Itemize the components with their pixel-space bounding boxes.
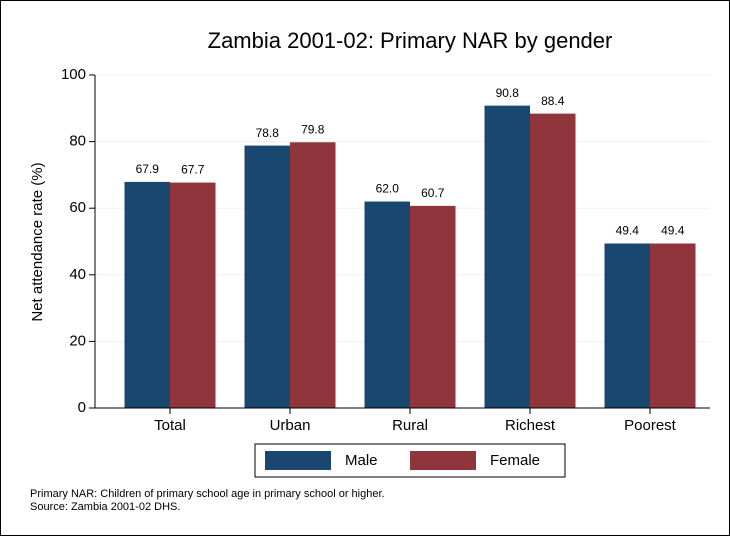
bar <box>410 205 456 408</box>
legend-swatch <box>410 451 476 470</box>
note: Primary NAR: Children of primary school … <box>30 488 385 500</box>
bar <box>290 142 336 409</box>
value-label: 90.8 <box>496 86 520 100</box>
bar <box>170 182 216 408</box>
bar <box>530 113 576 409</box>
value-label: 88.4 <box>541 94 565 108</box>
value-label: 49.4 <box>616 224 640 238</box>
x-tick-label: Urban <box>270 417 311 434</box>
y-tick-label: 0 <box>78 399 86 416</box>
y-tick-label: 80 <box>69 133 86 150</box>
bar <box>364 201 410 408</box>
value-label: 79.8 <box>301 122 325 136</box>
value-label: 62.0 <box>376 182 400 196</box>
x-tick-label: Poorest <box>624 417 677 434</box>
value-label: 67.7 <box>181 163 205 177</box>
bar <box>244 145 290 408</box>
y-axis-label: Net attendance rate (%) <box>29 162 46 321</box>
bar <box>604 243 650 408</box>
y-tick-label: 40 <box>69 266 86 283</box>
legend-swatch <box>265 451 331 470</box>
chart-title: Zambia 2001-02: Primary NAR by gender <box>208 28 613 53</box>
legend-label: Female <box>490 452 540 469</box>
legend-label: Male <box>345 452 378 469</box>
note: Source: Zambia 2001-02 DHS. <box>30 501 180 513</box>
value-label: 60.7 <box>421 186 445 200</box>
value-label: 78.8 <box>256 126 280 140</box>
y-tick-label: 20 <box>69 332 86 349</box>
value-label: 49.4 <box>661 224 685 238</box>
value-label: 67.9 <box>136 162 160 176</box>
y-tick-label: 60 <box>69 199 86 216</box>
bar <box>484 105 530 409</box>
y-tick-label: 100 <box>61 66 86 83</box>
x-tick-label: Richest <box>505 417 556 434</box>
bar <box>650 243 696 408</box>
bar <box>124 181 170 408</box>
x-tick-label: Rural <box>392 417 428 434</box>
x-tick-label: Total <box>154 417 186 434</box>
